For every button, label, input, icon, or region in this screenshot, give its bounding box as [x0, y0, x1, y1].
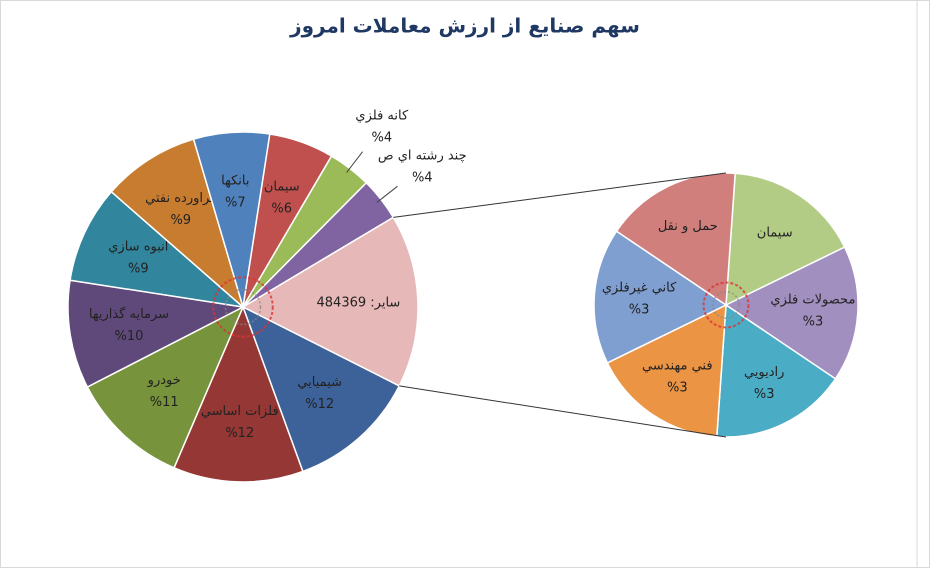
- pie-slice: [593, 230, 728, 364]
- value-label: %6: [271, 202, 292, 217]
- leader-line: [376, 185, 398, 203]
- slice-label: کانه فلزي: [355, 108, 409, 123]
- slice-label: فلزات اساسي: [201, 404, 279, 419]
- value-label: %3: [629, 302, 650, 317]
- pie-slice: [67, 279, 246, 389]
- pie-slice: [86, 305, 245, 469]
- value-label: %7: [225, 195, 246, 210]
- pie-slice: [715, 303, 837, 438]
- value-label: %9: [170, 213, 191, 228]
- pie-slice: [192, 131, 271, 308]
- slice-label: فني مهندسي: [642, 359, 713, 374]
- value-label: %9: [128, 262, 149, 277]
- slice-label: راديويي: [744, 365, 784, 380]
- connector-line: [399, 385, 727, 438]
- value-label: %11: [150, 395, 179, 410]
- slice-label: سرمايه گذاريها: [89, 306, 169, 322]
- value-label: %12: [225, 426, 254, 441]
- value-label: %3: [803, 315, 824, 330]
- value-label: %12: [305, 397, 334, 412]
- value-label: %4: [412, 170, 433, 185]
- slice-label: فراورده نفتي: [145, 191, 216, 206]
- pies: سیمان %6 کانه فلزي %4 چند رشته اي ص %4 ساير: 4…: [67, 108, 859, 483]
- watermark-ring: [712, 291, 740, 319]
- slice-label: خودرو: [147, 373, 181, 388]
- value-label: %10: [115, 329, 144, 344]
- slice-label: کاني غيرفلزي: [602, 280, 677, 295]
- watermark-ring: [212, 276, 274, 338]
- slice-label: محصولات فلزي: [770, 293, 855, 308]
- pie-slice: [241, 305, 401, 473]
- slice-label: سیمان: [264, 180, 300, 195]
- pie-slice: [724, 246, 859, 380]
- value-label: %4: [371, 130, 392, 145]
- watermark-ring: [702, 281, 750, 329]
- pie-slice: [173, 304, 304, 483]
- pie-slice: [241, 216, 419, 387]
- pie-slice: [725, 172, 846, 307]
- value-label: %3: [667, 381, 688, 396]
- pie-slice: [110, 138, 245, 310]
- slice-label: ساير: 484369: [317, 295, 401, 310]
- connector-line: [393, 172, 727, 218]
- value-label: %3: [754, 387, 775, 402]
- chart-title: سهم صنایع از ارزش معاملات امروز: [289, 14, 640, 38]
- pie-slice: [606, 303, 727, 438]
- slice-label: شيميايي: [297, 375, 342, 390]
- slice-label: انبوه سازي: [108, 240, 168, 255]
- slice-label: بانکها: [221, 173, 249, 188]
- slice-label: چند رشته اي ص: [378, 148, 467, 163]
- slice-label: سيمان: [757, 225, 793, 240]
- leader-line: [346, 151, 363, 173]
- watermark-ring: [224, 288, 262, 326]
- slice-label: حمل و نقل: [658, 219, 718, 234]
- pie-slice: [69, 190, 246, 309]
